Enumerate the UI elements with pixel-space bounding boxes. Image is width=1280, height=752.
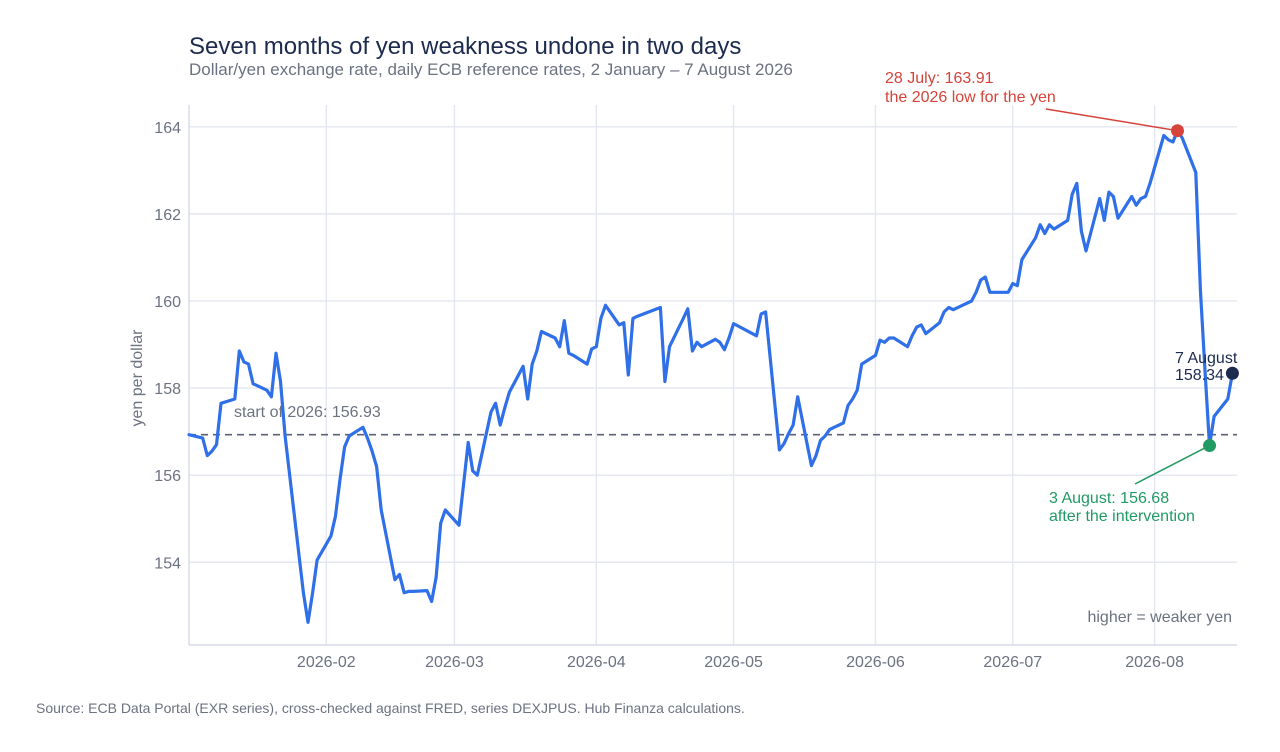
series-line-usdjpy	[187, 129, 1234, 624]
source-note: Source: ECB Data Portal (EXR series), cr…	[36, 700, 745, 716]
x-tick-label: 2026-06	[846, 654, 905, 671]
y-tick-label: 160	[154, 294, 181, 311]
direction-note: higher = weaker yen	[1087, 609, 1232, 626]
y-tick-label: 164	[154, 120, 181, 137]
chart-subtitle: Dollar/yen exchange rate, daily ECB refe…	[189, 60, 793, 79]
peak-annotation-line1: 28 July: 163.91	[885, 70, 994, 87]
last-value-annotation: 7 August 158.34	[1175, 350, 1238, 384]
peak-annotation: 28 July: 163.91 the 2026 low for the yen	[885, 70, 1056, 106]
x-tick-label: 2026-02	[297, 654, 356, 671]
y-tick-label: 158	[154, 381, 181, 398]
trough-annotation-line2: after the intervention	[1049, 508, 1195, 525]
y-tick-label: 154	[154, 555, 181, 572]
axes	[188, 105, 1237, 646]
y-tick-label: 162	[154, 207, 181, 224]
y-axis-label: yen per dollar	[129, 329, 146, 427]
last-value-marker	[1225, 366, 1239, 380]
trough-leader-line	[1134, 444, 1210, 485]
chart-title: Seven months of yen weakness undone in t…	[189, 33, 741, 60]
peak-marker	[1171, 124, 1185, 138]
trough-annotation: 3 August: 156.68 after the intervention	[1049, 490, 1195, 525]
last-value-annotation-line1: 7 August	[1175, 350, 1238, 367]
x-tick-label: 2026-03	[425, 654, 484, 671]
trough-marker	[1203, 439, 1217, 453]
peak-annotation-line2: the 2026 low for the yen	[885, 89, 1056, 106]
gridlines	[189, 105, 1237, 645]
x-tick-label: 2026-04	[567, 654, 626, 671]
y-tick-labels: 154 156 158 160 162 164	[154, 120, 181, 572]
x-tick-label: 2026-08	[1125, 654, 1184, 671]
peak-leader-line	[1045, 108, 1178, 132]
x-tick-label: 2026-07	[983, 654, 1042, 671]
y-tick-label: 156	[154, 468, 181, 485]
trough-annotation-line1: 3 August: 156.68	[1049, 490, 1169, 507]
last-value-annotation-line2: 158.34	[1175, 367, 1224, 384]
baseline-label: start of 2026: 156.93	[234, 404, 381, 421]
x-tick-labels: 2026-02 2026-03 2026-04 2026-05 2026-06 2026-…	[297, 654, 1184, 671]
x-tick-label: 2026-05	[704, 654, 763, 671]
